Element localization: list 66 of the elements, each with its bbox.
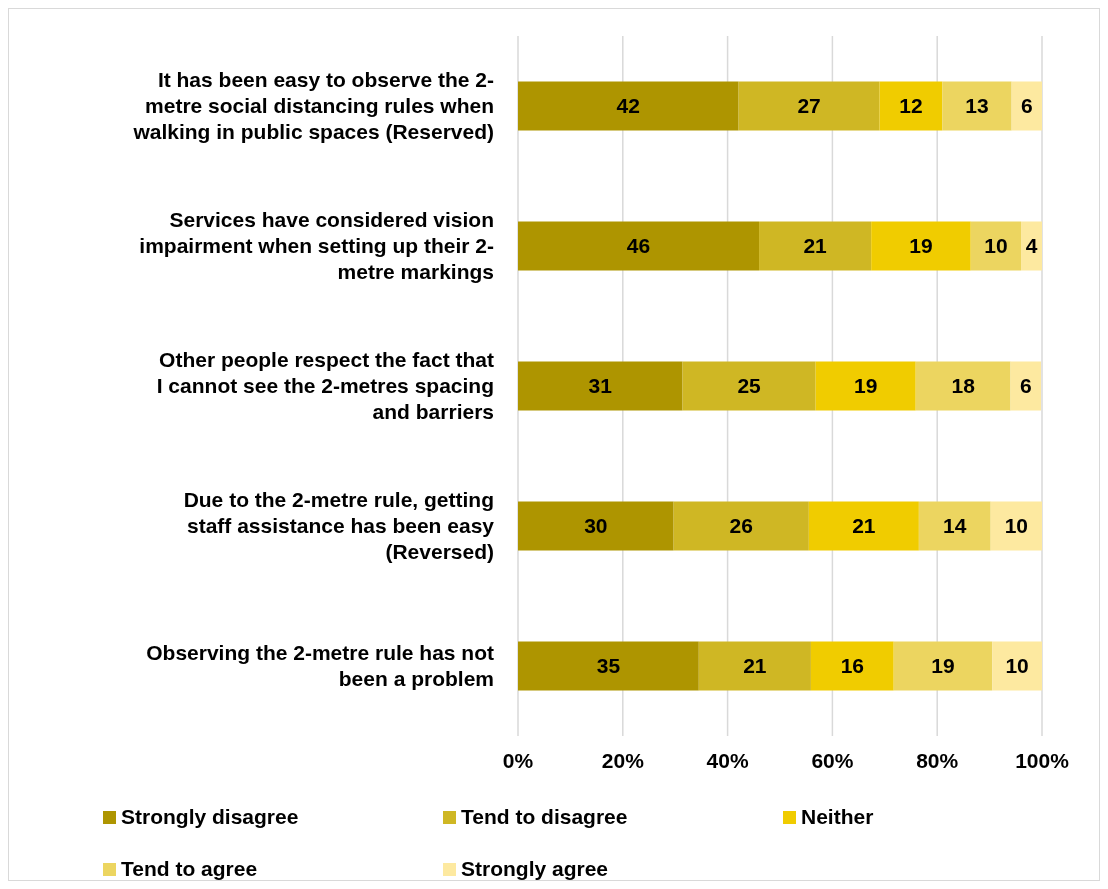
data-label: 21 (743, 654, 767, 678)
x-tick-label: 20% (601, 749, 645, 773)
data-label: 27 (797, 94, 821, 118)
y-tick-label: Services have considered vision impairment when setting up their 2-metre markings (139, 208, 495, 284)
legend-label: Tend to disagree (461, 805, 628, 829)
y-tick-label: Other people respect the fact that I cannot see the 2-metres spacing and barriers (156, 348, 494, 424)
data-label: 31 (588, 374, 613, 398)
data-label: 6 (1020, 94, 1033, 118)
legend-label: Tend to agree (121, 857, 258, 881)
bar (871, 221, 971, 271)
bar (970, 221, 1022, 271)
data-label: 25 (737, 374, 762, 398)
data-label: 19 (853, 374, 878, 398)
legend-label: Strongly agree (461, 857, 609, 881)
bar (673, 501, 809, 551)
data-label: 12 (899, 94, 923, 118)
bar (518, 81, 739, 131)
bar (893, 641, 993, 691)
bar (942, 81, 1012, 131)
x-tick-label: 0% (502, 749, 534, 773)
bar (992, 641, 1042, 691)
bar (810, 641, 894, 691)
data-label: 16 (840, 654, 864, 678)
data-label: 6 (1019, 374, 1032, 398)
data-label: 21 (852, 514, 876, 538)
data-label: 10 (1004, 514, 1028, 538)
data-label: 4 (1025, 234, 1038, 258)
data-label: 21 (803, 234, 828, 258)
data-label: 35 (596, 654, 621, 678)
bar (518, 641, 699, 691)
data-label: 42 (616, 94, 640, 118)
bar (698, 641, 811, 691)
bar (815, 361, 916, 411)
legend-label: Strongly disagree (121, 805, 299, 829)
data-label: 19 (909, 234, 933, 258)
data-label: 46 (626, 234, 651, 258)
x-tick-label: 100% (1015, 749, 1070, 773)
y-tick-label: Observing the 2-metre rule has not been a problem (146, 641, 494, 691)
bar (1011, 81, 1042, 131)
x-tick-label: 60% (811, 749, 854, 773)
x-tick-label: 40% (706, 749, 749, 773)
bar (759, 221, 872, 271)
data-label: 13 (965, 94, 989, 118)
bar (990, 501, 1042, 551)
bar (518, 361, 683, 411)
bar (1010, 361, 1041, 411)
y-tick-label: Due to the 2-metre rule, getting staff assistance has been easy (Reversed) (183, 488, 495, 564)
bar (918, 501, 991, 551)
y-tick-label: It has been easy to observe the 2-metre social distancing rules when walking in public spaces (Reserved) (132, 68, 494, 144)
data-label: 26 (729, 514, 753, 538)
data-label: 30 (584, 514, 608, 538)
data-label: 19 (931, 654, 955, 678)
bar (808, 501, 919, 551)
data-label: 10 (1005, 654, 1029, 678)
data-label: 10 (984, 234, 1008, 258)
data-label: 14 (943, 514, 967, 538)
bar (915, 361, 1011, 411)
data-label: 18 (951, 374, 976, 398)
bar (879, 81, 943, 131)
bar (738, 81, 880, 131)
legend-label: Neither (801, 805, 874, 829)
bar (682, 361, 816, 411)
bar (518, 501, 674, 551)
x-tick-label: 80% (916, 749, 959, 773)
bar (1021, 221, 1042, 271)
bar (518, 221, 760, 271)
